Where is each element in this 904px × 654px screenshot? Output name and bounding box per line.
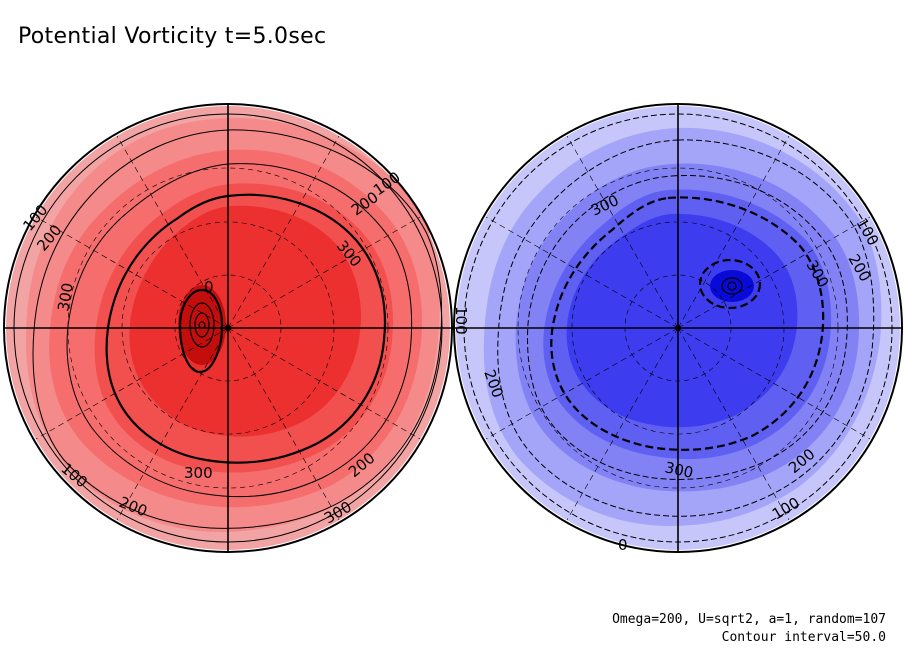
south-core-contour-b: [727, 281, 737, 291]
north-meridian-1: [227, 216, 421, 329]
south-contour-300: [550, 196, 825, 451]
south-meridian-3: [566, 135, 679, 329]
north-meridian-4: [35, 216, 229, 329]
south-label-100-a: 100: [452, 306, 470, 335]
south-meridian-5: [485, 327, 679, 440]
north-hemisphere-plot: 100 200 300 100 200 300 300 100 200 200 …: [3, 103, 453, 553]
contour-interval-note: Contour interval=50.0: [721, 630, 886, 645]
south-boundary: [453, 103, 903, 553]
south-meridian-1: [677, 216, 871, 329]
south-contour-1: [497, 139, 875, 517]
north-core-contour-a: [189, 302, 215, 348]
north-contour-1: [32, 129, 443, 529]
north-label-300-c: 300: [184, 464, 213, 482]
south-core-contour-a: [721, 277, 743, 295]
south-meridian-6: [566, 327, 679, 521]
north-contour-300: [105, 193, 387, 464]
run-parameters-note: Omega=200, U=sqrt2, a=1, random=107: [612, 612, 886, 627]
north-fill-level-5: [129, 205, 361, 437]
north-label-300-a: 300: [54, 281, 77, 312]
south-pole-marker: [675, 325, 681, 331]
plot-title: Potential Vorticity t=5.0sec: [18, 24, 327, 49]
south-meridian-2: [677, 135, 790, 329]
south-contour-2: [527, 175, 848, 480]
north-meridian-2: [227, 135, 340, 329]
north-core-vortex: [178, 285, 226, 365]
north-meridian-7: [227, 327, 340, 521]
north-contour-400: [178, 288, 224, 374]
north-pole-marker: [225, 325, 231, 331]
south-contour-400: [698, 258, 762, 310]
north-meridian-5: [35, 327, 229, 440]
south-meridian-8: [677, 327, 871, 440]
north-boundary: [3, 103, 453, 553]
south-label-300-c: 300: [663, 458, 695, 482]
south-meridian-4: [485, 216, 679, 329]
south-label-0: 0: [618, 536, 628, 554]
south-core-vortex: [710, 270, 754, 302]
north-meridian-3: [116, 135, 229, 329]
south-meridian-7: [677, 327, 790, 521]
north-label-0: 0: [204, 278, 214, 296]
south-fill-level-5: [566, 213, 798, 428]
north-meridian-6: [116, 327, 229, 521]
north-meridian-8: [227, 327, 421, 440]
north-contour-2: [66, 163, 413, 498]
south-hemisphere-plot: 100 200 300 100 200 300 300 200 100 0: [452, 103, 903, 554]
